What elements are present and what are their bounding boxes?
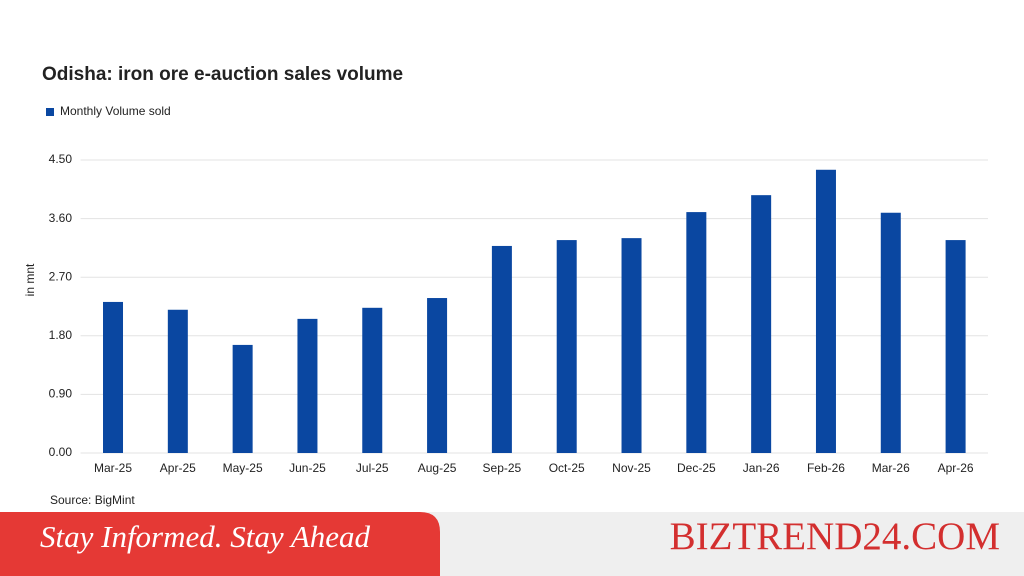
bar <box>945 240 966 453</box>
source: Source: BigMint <box>50 493 135 507</box>
bar <box>556 240 577 453</box>
y-axis-label: in mnt <box>23 263 37 296</box>
footer-tagline: Stay Informed. Stay Ahead <box>40 519 371 554</box>
x-tick-label: Mar-25 <box>94 461 132 475</box>
x-tick-label: Sep-25 <box>483 461 522 475</box>
x-tick-label: May-25 <box>223 461 263 475</box>
bar <box>491 245 512 453</box>
bar <box>167 309 188 453</box>
footer-tag-bg <box>0 512 440 576</box>
y-tick-label: 3.60 <box>49 211 73 225</box>
x-tick-label: Jan-26 <box>743 461 780 475</box>
footer-brand: BIZTREND24.COM <box>670 515 1000 558</box>
bar <box>686 212 707 453</box>
bar <box>427 298 448 453</box>
bar <box>880 212 901 453</box>
bar <box>297 318 318 453</box>
x-tick-label: Oct-25 <box>549 461 585 475</box>
x-tick-label: Nov-25 <box>612 461 651 475</box>
x-tick-label: Apr-26 <box>938 461 974 475</box>
y-tick-label: 0.90 <box>49 387 73 401</box>
y-tick-label: 0.00 <box>49 445 73 459</box>
x-tick-label: Aug-25 <box>418 461 457 475</box>
x-tick-label: Apr-25 <box>160 461 196 475</box>
y-tick-label: 1.80 <box>49 328 73 342</box>
bar <box>232 344 253 453</box>
y-tick-label: 2.70 <box>49 269 73 283</box>
x-tick-label: Jul-25 <box>356 461 389 475</box>
bar <box>751 195 772 453</box>
x-tick-label: Dec-25 <box>677 461 716 475</box>
bar <box>815 169 836 453</box>
bar <box>362 307 383 453</box>
x-tick-label: Feb-26 <box>807 461 845 475</box>
bar <box>103 301 124 453</box>
y-tick-label: 4.50 <box>49 152 73 166</box>
chart-title: Odisha: iron ore e-auction sales volume <box>42 64 403 85</box>
legend-swatch <box>46 108 54 116</box>
x-tick-label: Jun-25 <box>289 461 326 475</box>
x-tick-label: Mar-26 <box>872 461 910 475</box>
legend-label: Monthly Volume sold <box>60 104 171 118</box>
bar <box>621 238 642 453</box>
